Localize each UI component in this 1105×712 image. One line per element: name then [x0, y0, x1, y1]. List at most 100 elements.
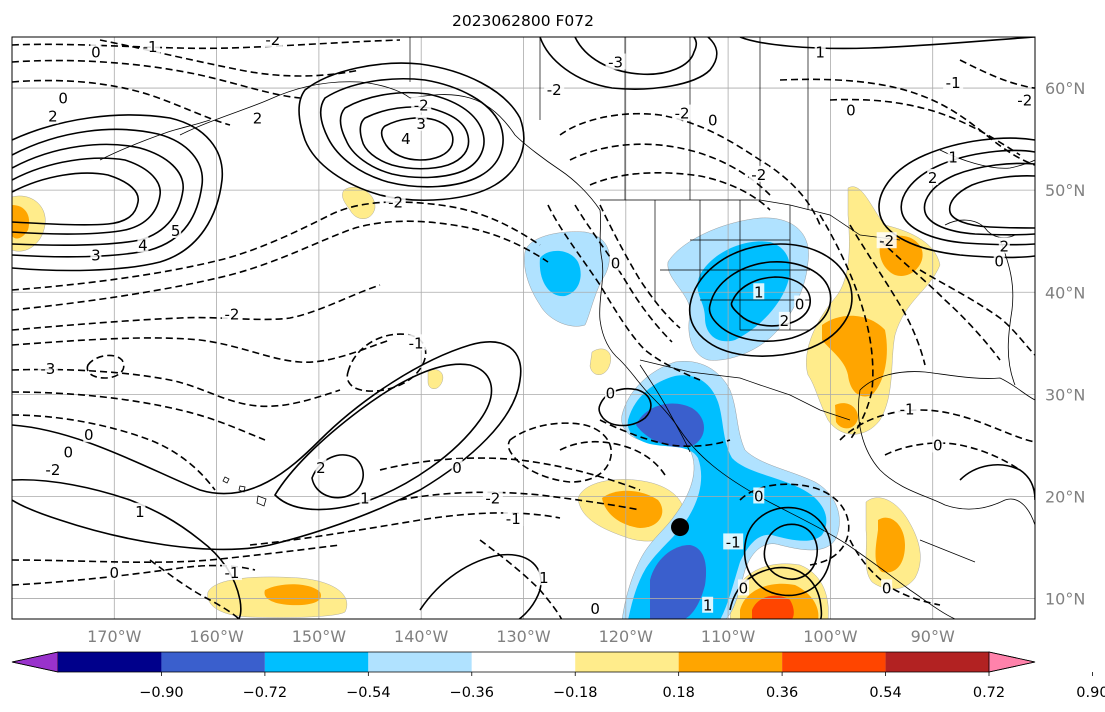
contour-pos-tropical-storm-2 — [763, 523, 818, 580]
contour-label: 0 — [739, 579, 749, 597]
contour-pos-gulf-alaska-1 — [298, 62, 525, 201]
contour-label: 0 — [452, 459, 462, 477]
contour-neg-north-4 — [99, 39, 361, 77]
negative-anomaly-shading — [524, 217, 840, 619]
contour-neg-plains-3 — [879, 239, 1001, 361]
contour-label: 0 — [110, 564, 120, 582]
colorbar-tick-label: 0.90 — [1076, 685, 1105, 701]
contour-label: 2 — [928, 169, 938, 187]
colorbar: −0.90 −0.72 −0.54 −0.36 −0.18 0.18 0.36 0.54 0.7… — [11, 651, 1105, 701]
contour-label-bg — [411, 96, 432, 113]
contour-pos-rockies-high-2 — [708, 261, 832, 342]
lon-tick-label: 130°W — [496, 627, 551, 646]
contour-neg-west-us-3 — [599, 204, 681, 329]
contour-label: -2 — [388, 193, 403, 211]
contour-label-bg — [897, 400, 918, 417]
contour-label: -1 — [409, 334, 424, 352]
contour-label-bg — [672, 104, 693, 121]
contour-label: 3 — [91, 247, 101, 265]
contour-label-bg — [707, 111, 719, 128]
colorbar-segment — [264, 652, 369, 672]
contour-pos-aleutian-low-3 — [12, 143, 184, 246]
contour-label: -2 — [547, 81, 562, 99]
contour-label-bg — [753, 487, 765, 504]
contour-label: 2 — [253, 110, 263, 128]
contour-label: 0 — [606, 384, 616, 402]
colorbar-tick-label: −0.54 — [346, 685, 390, 701]
map-contents: 0 -1 -202 2 34-3-2-2 010-1-2-2-254312200120-2… — [12, 37, 1035, 619]
lon-tick-label: 170°W — [87, 627, 142, 646]
contour-label: 0 — [708, 112, 718, 130]
contour-label-bg — [83, 426, 95, 443]
contour-label-bg — [90, 246, 102, 263]
contour-label-bg — [748, 165, 769, 182]
contour-label-bg — [702, 596, 714, 613]
contour-neg-plains-4 — [919, 269, 1035, 356]
contour-label: 0 — [611, 255, 621, 273]
contour-label-bg — [140, 38, 161, 55]
contour-pos-gulf-alaska-5 — [380, 117, 454, 161]
contour-label: 0 — [882, 579, 892, 597]
border-us-mexico — [639, 359, 851, 421]
shade-pos-subtropical-east-core — [602, 490, 663, 528]
contour-label: 0 — [63, 444, 73, 462]
map-frame — [11, 36, 1036, 620]
figure-title: 2023062800 F072 — [452, 12, 594, 30]
contour-label-bg — [262, 37, 283, 48]
lat-tick-label: 10°N — [1045, 590, 1085, 609]
coastline-baja-peninsula — [639, 364, 691, 453]
contour-label-bg — [451, 458, 463, 475]
contour-neg-west-us-1 — [547, 204, 701, 381]
contour-label-bg — [794, 295, 806, 312]
contour-pos-gulf-ring — [959, 464, 1035, 501]
contour-neg-east-1 — [559, 112, 821, 226]
contour-pos-baja-ring — [598, 388, 652, 427]
contour-pos-tropical-storm-1 — [743, 506, 832, 597]
contour-neg-mid-4 — [12, 337, 391, 363]
contour-label: 2 — [1000, 237, 1010, 255]
colorbar-segment — [58, 652, 162, 672]
coastline-east-coast — [999, 239, 1016, 386]
contour-label: -2 — [414, 96, 429, 114]
colorbar-segment — [161, 652, 265, 672]
colorbar-segment — [885, 652, 989, 672]
contour-label-bg — [932, 436, 944, 453]
contour-label-bg — [252, 109, 264, 126]
contour-pos-hudson-low-2 — [900, 149, 1035, 246]
contour-label-bg — [137, 236, 149, 253]
contour-pos-aleutian-low-2 — [12, 128, 204, 258]
shade-pos-southern-plains-core — [822, 315, 887, 397]
colorbar-segment — [471, 652, 576, 672]
contour-neg-pac-center — [507, 422, 612, 483]
contour-labels: 0 -1 -202 2 34-3-2-2 010-1-2-2-254312200120-2… — [37, 37, 1035, 618]
colorbar-extend-low — [11, 651, 59, 673]
contour-label-bg — [315, 458, 327, 475]
lon-tick-label: 100°W — [803, 627, 858, 646]
contour-label-bg — [400, 130, 412, 147]
colorbar-tick-label: 0.72 — [973, 685, 1005, 701]
longitude-tick-labels: 170°W 160°W 150°W 140°W 130°W 120°W 110°W 100°W… — [87, 627, 955, 646]
contour-label: -1 — [900, 401, 915, 419]
contour-neg-north-3 — [12, 79, 231, 126]
contour-label-bg — [62, 443, 74, 460]
contour-pos-aleutian-low-5 — [12, 172, 139, 226]
contour-label-bg — [134, 502, 146, 519]
contour-label: 1 — [948, 148, 958, 166]
contour-neg-gulf-2 — [884, 442, 1021, 471]
contour-label: 0 — [91, 43, 101, 61]
contour-label: 5 — [171, 222, 181, 240]
coastline-gulf-of-mexico — [859, 371, 1035, 401]
contour-label-bg — [108, 564, 120, 581]
contour-label: 1 — [539, 569, 549, 587]
contour-label-bg — [221, 564, 242, 581]
contour-label: 1 — [815, 43, 825, 61]
contour-label-bg — [998, 237, 1010, 254]
contour-label: 1 — [703, 597, 713, 615]
contour-neg-trough-3 — [399, 491, 641, 511]
lon-tick-label: 90°W — [911, 627, 955, 646]
latitude-tick-labels: 10°N 20°N 30°N 40°N 50°N 60°N — [1045, 79, 1085, 609]
contour-pos-aleutian-low-4 — [12, 157, 161, 235]
contour-label: 4 — [138, 236, 148, 254]
coastline-north-america-west — [599, 209, 956, 619]
political-borders — [409, 37, 976, 563]
